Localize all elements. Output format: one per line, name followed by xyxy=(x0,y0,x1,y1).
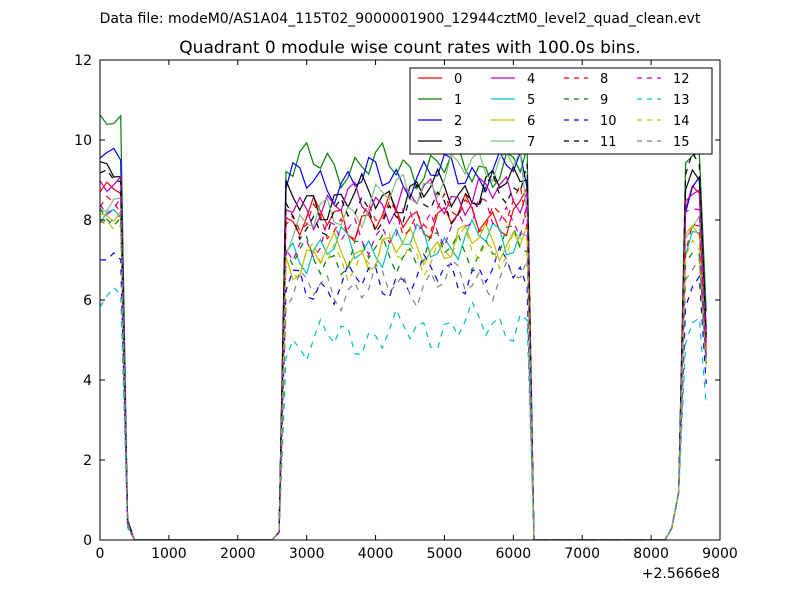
x-tick-label: 4000 xyxy=(358,546,394,562)
legend-label: 0 xyxy=(454,72,462,87)
y-tick-label: 0 xyxy=(83,533,92,549)
series-line-11 xyxy=(100,151,707,540)
y-tick-label: 10 xyxy=(74,133,92,149)
series-line-12 xyxy=(100,194,707,540)
legend-label: 2 xyxy=(454,114,462,129)
x-tick-label: 3000 xyxy=(289,546,325,562)
series-line-14 xyxy=(100,220,707,540)
series-line-13 xyxy=(100,286,707,540)
tick-layer: 0 1000 2000 3000 4000 5000 6000 7000 8000 9000 0 2 4… xyxy=(74,53,738,562)
legend-label: 14 xyxy=(673,114,690,129)
x-tick-label: 7000 xyxy=(564,546,600,562)
legend-label: 6 xyxy=(527,114,535,129)
legend-label: 10 xyxy=(600,114,617,129)
series-line-8 xyxy=(100,183,707,540)
series-layer xyxy=(100,114,707,540)
x-tick-label: 9000 xyxy=(702,546,738,562)
chart-suptitle: Data file: modeM0/AS1A04_115T02_90000019… xyxy=(100,11,701,27)
y-tick-label: 4 xyxy=(83,373,92,389)
legend-label: 7 xyxy=(527,135,535,150)
legend-label: 4 xyxy=(527,72,535,87)
legend-label: 11 xyxy=(600,135,617,150)
legend-label: 1 xyxy=(454,93,462,108)
y-tick-label: 2 xyxy=(83,453,92,469)
legend-label: 3 xyxy=(454,135,462,150)
y-tick-label: 8 xyxy=(83,213,92,229)
series-line-10 xyxy=(100,245,707,540)
series-line-4 xyxy=(100,175,707,540)
x-offset-label: +2.5666e8 xyxy=(642,566,720,582)
series-line-7 xyxy=(100,149,707,540)
legend-box xyxy=(409,67,713,155)
legend-label: 8 xyxy=(600,72,608,87)
x-tick-label: 1000 xyxy=(151,546,187,562)
chart-title: Quadrant 0 module wise count rates with … xyxy=(179,38,640,58)
x-tick-label: 6000 xyxy=(496,546,532,562)
series-line-0 xyxy=(100,181,707,540)
y-tick-label: 12 xyxy=(74,53,92,69)
x-tick-label: 5000 xyxy=(427,546,463,562)
legend-label: 9 xyxy=(600,93,608,108)
y-tick-label: 6 xyxy=(83,293,92,309)
series-line-15 xyxy=(100,214,707,540)
plot-frame xyxy=(99,59,721,541)
x-tick-label: 0 xyxy=(96,546,105,562)
series-line-2 xyxy=(100,147,707,540)
legend-label: 13 xyxy=(673,93,690,108)
x-tick-label: 8000 xyxy=(633,546,669,562)
x-tick-label: 2000 xyxy=(220,546,256,562)
legend-label: 5 xyxy=(527,93,535,108)
legend-label: 15 xyxy=(673,135,690,150)
legend-label: 12 xyxy=(673,72,690,87)
